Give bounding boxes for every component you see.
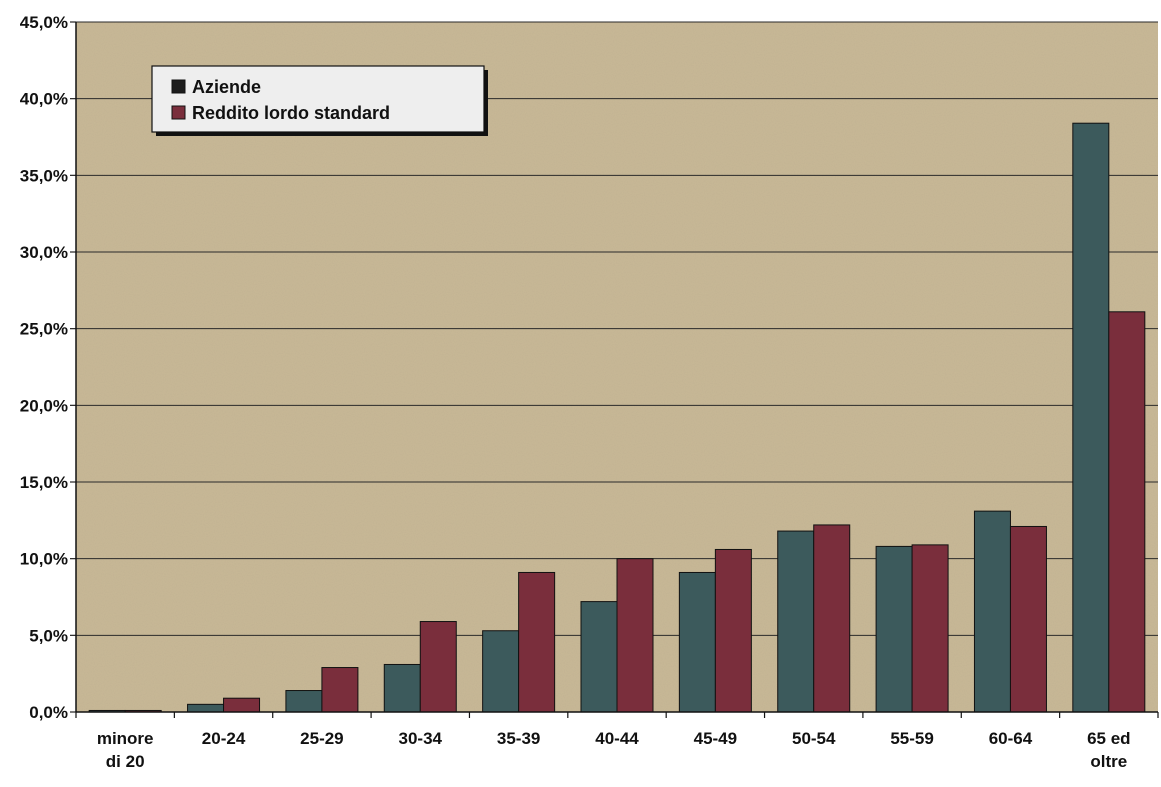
x-tick-label: minore di 20 bbox=[97, 729, 154, 771]
bar-aziende-6 bbox=[678, 571, 716, 713]
legend-label: Reddito lordo standard bbox=[192, 103, 390, 123]
bar-reddito-1 bbox=[223, 697, 261, 713]
bar-reddito-9 bbox=[1009, 525, 1047, 713]
bars bbox=[88, 122, 1146, 713]
legend: Aziende Reddito lordo standard bbox=[151, 65, 488, 136]
bar-reddito-10 bbox=[1108, 311, 1146, 713]
x-tick-label: 65 ed oltre bbox=[1087, 729, 1130, 771]
bar-aziende-9 bbox=[973, 510, 1011, 713]
y-tick-label: 20,0% bbox=[20, 396, 68, 415]
bar-aziende-7 bbox=[777, 530, 815, 713]
y-tick-label: 30,0% bbox=[20, 243, 68, 262]
x-tick-label: 35-39 bbox=[497, 729, 540, 748]
x-tick-label: 45-49 bbox=[694, 729, 737, 748]
legend-box bbox=[151, 65, 485, 133]
x-tick-label: 50-54 bbox=[792, 729, 836, 748]
bar-aziende-10 bbox=[1072, 122, 1110, 713]
x-tick-label: 20-24 bbox=[202, 729, 246, 748]
x-tick-label: 25-29 bbox=[300, 729, 343, 748]
legend-label: Aziende bbox=[192, 77, 261, 97]
bar-reddito-7 bbox=[813, 524, 851, 713]
y-tick-labels: 0,0% 5,0% 10,0% 15,0% 20,0% 25,0% 30,0% 35,0% 40… bbox=[20, 13, 68, 722]
x-tick-label: 55-59 bbox=[890, 729, 933, 748]
bar-aziende-3 bbox=[383, 663, 421, 713]
axes bbox=[75, 22, 1159, 718]
bar-reddito-8 bbox=[911, 544, 949, 713]
y-tick-label: 40,0% bbox=[20, 90, 68, 109]
bar-reddito-5 bbox=[616, 558, 654, 713]
x-tick-labels: minore di 20 20-24 25-29 30-34 35-39 40-44 45-4… bbox=[97, 729, 1131, 771]
x-tick-label: 40-44 bbox=[595, 729, 639, 748]
bar-aziende-8 bbox=[875, 545, 913, 713]
y-tick-label: 5,0% bbox=[29, 626, 68, 645]
bar-aziende-4 bbox=[482, 630, 520, 713]
y-tick-label: 45,0% bbox=[20, 13, 68, 32]
bar-reddito-2 bbox=[321, 667, 359, 713]
bar-aziende-1 bbox=[187, 703, 225, 713]
bar-reddito-4 bbox=[518, 571, 556, 713]
bar-reddito-3 bbox=[419, 621, 457, 713]
y-tick-label: 35,0% bbox=[20, 166, 68, 185]
bar-aziende-2 bbox=[285, 690, 323, 713]
x-tick-label: 60-64 bbox=[989, 729, 1033, 748]
legend-swatch bbox=[171, 105, 186, 120]
bar-aziende-5 bbox=[580, 601, 618, 713]
y-tick-label: 25,0% bbox=[20, 320, 68, 339]
y-tick-label: 10,0% bbox=[20, 550, 68, 569]
y-tick-label: 0,0% bbox=[29, 703, 68, 722]
y-tick-label: 15,0% bbox=[20, 473, 68, 492]
bar-reddito-6 bbox=[714, 548, 752, 713]
x-tick-label: 30-34 bbox=[399, 729, 443, 748]
legend-swatch bbox=[171, 79, 186, 94]
